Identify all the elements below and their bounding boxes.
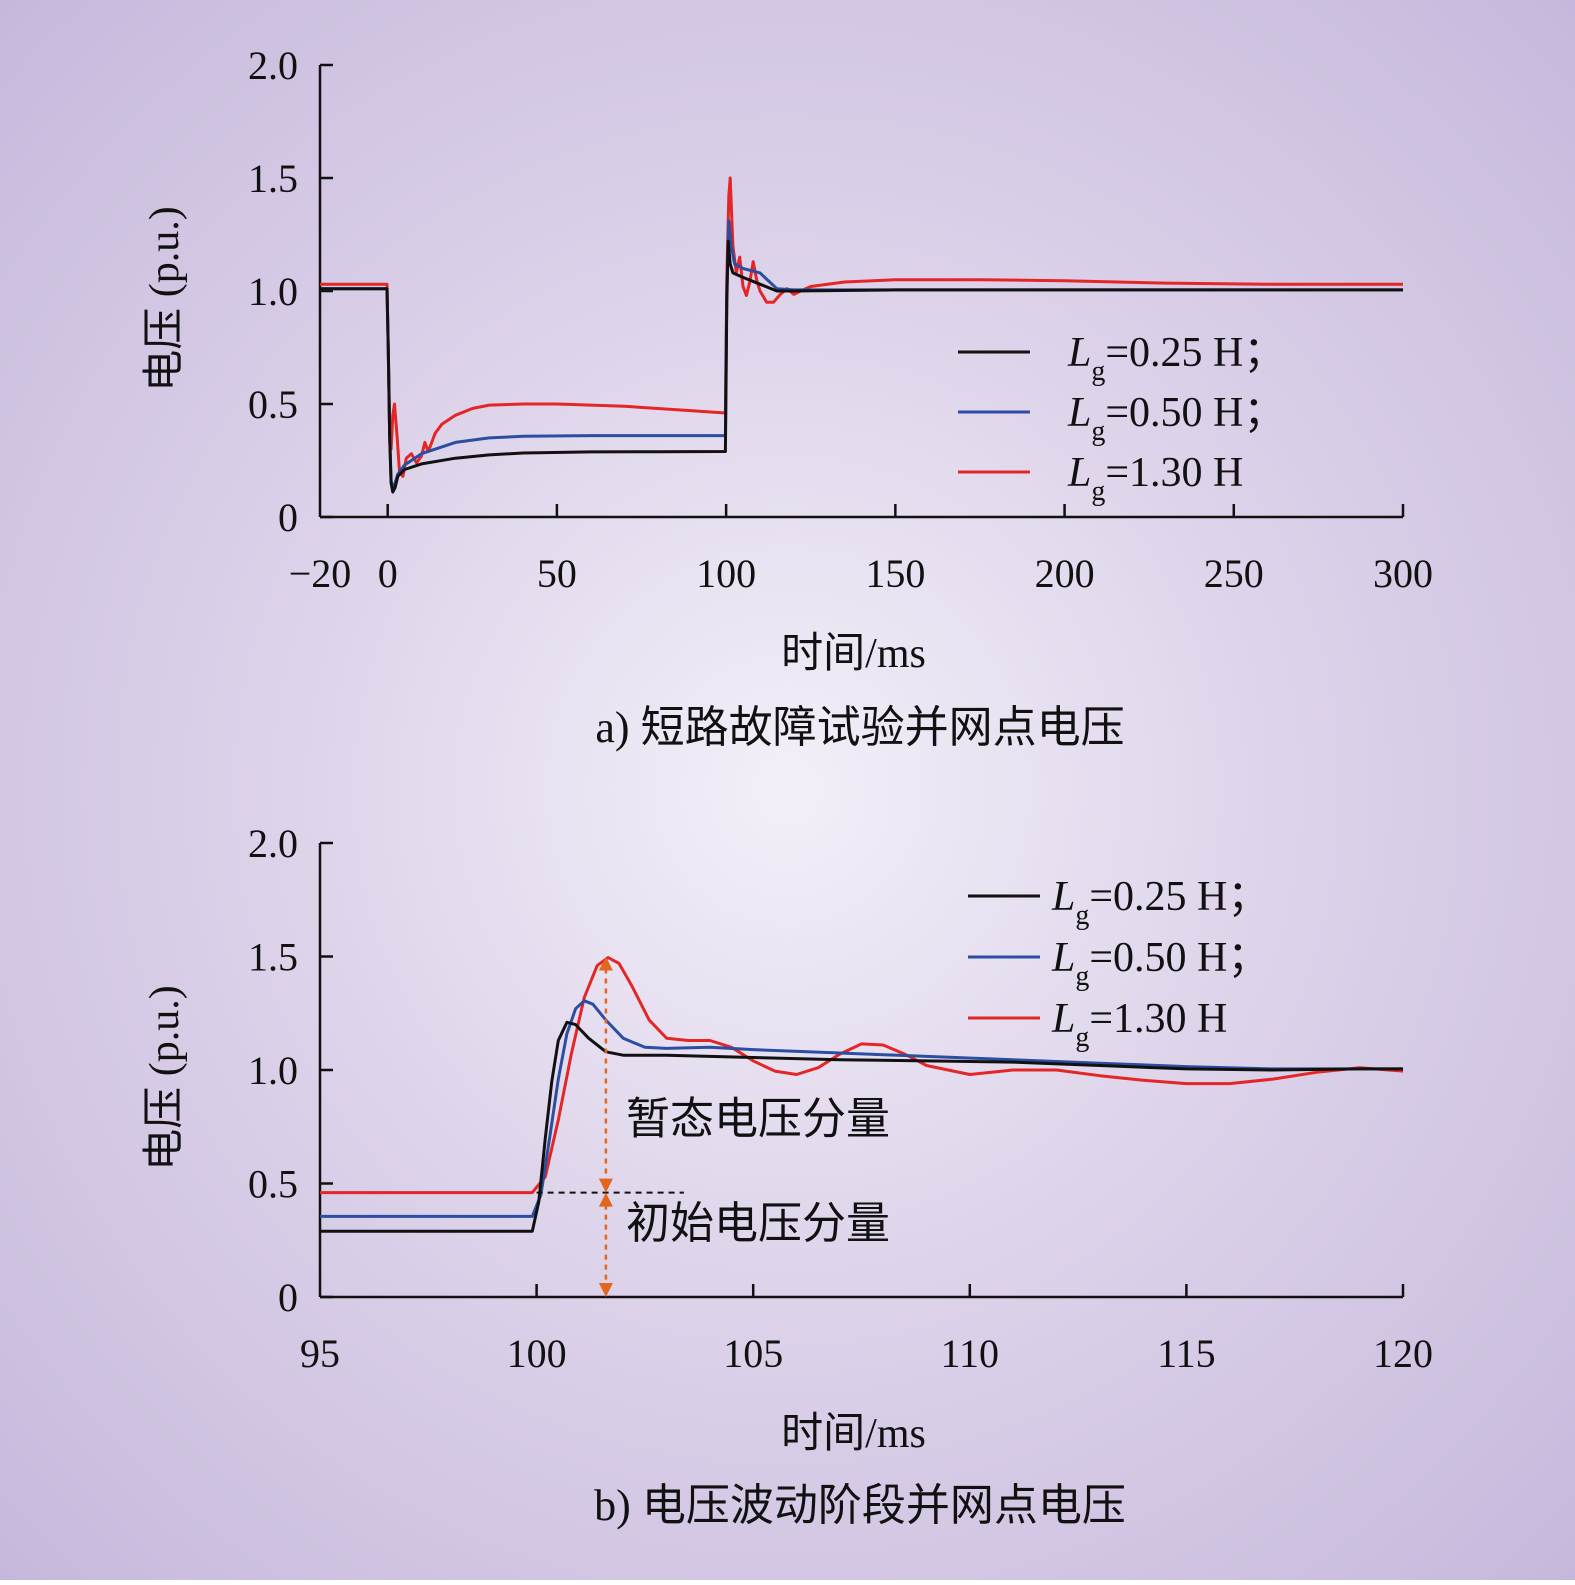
- x-tick-label: 300: [1373, 551, 1433, 596]
- legend-entry-0: Lg=0.25 H；: [1051, 874, 1269, 931]
- arrowhead-up-top: [598, 956, 613, 971]
- x-tick-label: 95: [300, 1331, 340, 1376]
- legend-subscript: g: [1075, 1022, 1089, 1053]
- legend-value: =0.25 H；: [1089, 874, 1269, 920]
- legend-subscript: g: [1075, 900, 1089, 931]
- arrowhead-down-bottom: [598, 1283, 613, 1297]
- y-axis-title: 电压 (p.u.): [142, 206, 188, 391]
- legend-entry-1: Lg=0.50 H；: [1051, 935, 1269, 992]
- series-line-0: [320, 1020, 1403, 1233]
- x-tick-label: 0: [378, 551, 398, 596]
- y-tick-label: 0: [278, 1275, 298, 1320]
- x-tick-label: 110: [941, 1331, 1000, 1376]
- y-tick-label: 2.0: [248, 43, 298, 88]
- x-tick-label: 100: [696, 551, 756, 596]
- y-tick-label: 1.5: [248, 935, 298, 980]
- x-tick-label: −20: [289, 551, 352, 596]
- x-tick-label: 200: [1035, 551, 1095, 596]
- x-tick-label: 120: [1373, 1331, 1433, 1376]
- chart-panel-a: 0 0.5 1.0 1.5 2.0 −20 0 50 100 150 200 250 300 时间/ms 电…: [142, 43, 1433, 752]
- legend-subscript: g: [1075, 961, 1089, 992]
- arrowhead-down-mid: [598, 1178, 613, 1193]
- legend-symbol: L: [1051, 874, 1075, 920]
- panel-caption: a) 短路故障试验并网点电压: [595, 703, 1124, 752]
- legend-symbol: L: [1067, 390, 1091, 436]
- y-tick-label: 0.5: [248, 382, 298, 427]
- x-tick-label: 50: [537, 551, 577, 596]
- transient-component-label: 暂态电压分量: [626, 1095, 890, 1144]
- series-line-2: [320, 956, 1404, 1195]
- legend-symbol: L: [1051, 935, 1075, 981]
- legend-value: =0.50 H；: [1105, 390, 1285, 436]
- y-tick-label: 1.5: [248, 156, 298, 201]
- legend-value: =1.30 H: [1089, 996, 1227, 1042]
- y-tick-label: 2.0: [248, 821, 298, 866]
- y-axis-title: 电压 (p.u.): [142, 985, 188, 1170]
- legend-subscript: g: [1091, 476, 1105, 507]
- initial-component-label: 初始电压分量: [626, 1199, 890, 1248]
- legend-symbol: L: [1067, 450, 1091, 496]
- legend-symbol: L: [1051, 996, 1075, 1042]
- x-tick-label: 100: [507, 1331, 567, 1376]
- legend-value: =0.25 H；: [1105, 330, 1285, 376]
- legend-entry-2: Lg=1.30 H: [1067, 450, 1243, 507]
- series-line-0: [320, 239, 1403, 494]
- chart-panel-b: 0 0.5 1.0 1.5 2.0 95 100 105 110 115 120 时间/ms 电压 (p…: [142, 821, 1433, 1530]
- x-tick-label: 105: [723, 1331, 783, 1376]
- y-tick-label: 0: [278, 495, 298, 540]
- legend-value: =1.30 H: [1105, 450, 1243, 496]
- legend-entry-2: Lg=1.30 H: [1051, 996, 1227, 1053]
- y-tick-label: 1.0: [248, 269, 298, 314]
- arrowhead-up-mid: [598, 1192, 613, 1207]
- x-axis-title: 时间/ms: [781, 1411, 926, 1457]
- x-tick-label: 250: [1204, 551, 1264, 596]
- x-tick-label: 115: [1157, 1331, 1216, 1376]
- y-tick-label: 0.5: [248, 1162, 298, 1207]
- legend-entry-1: Lg=0.50 H；: [1067, 390, 1285, 447]
- y-tick-label: 1.0: [248, 1048, 298, 1093]
- series-line-1: [320, 999, 1403, 1218]
- legend-symbol: L: [1067, 330, 1091, 376]
- legend-entry-0: Lg=0.25 H；: [1067, 330, 1285, 387]
- panel-caption: b) 电压波动阶段并网点电压: [594, 1481, 1126, 1530]
- x-tick-label: 150: [865, 551, 925, 596]
- x-axis-title: 时间/ms: [781, 631, 926, 677]
- legend-subscript: g: [1091, 416, 1105, 447]
- legend-subscript: g: [1091, 356, 1105, 387]
- legend-value: =0.50 H；: [1089, 935, 1269, 981]
